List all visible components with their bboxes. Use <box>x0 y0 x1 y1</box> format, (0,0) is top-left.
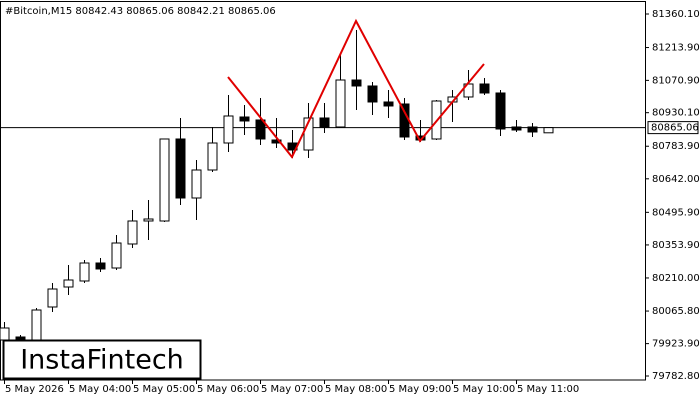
x-tick-label: 5 May 11:00 <box>517 384 579 395</box>
candle-body <box>79 262 90 282</box>
candle-body <box>303 117 314 151</box>
y-tick-label: 80210.00 <box>652 273 700 284</box>
y-tick-label: 80642.00 <box>652 174 700 185</box>
candle-body <box>95 262 106 270</box>
plot-frame <box>0 1 646 381</box>
candle-body <box>495 92 506 130</box>
x-tick-label: 5 May 08:00 <box>325 384 387 395</box>
y-tick-label: 80783.90 <box>652 141 700 152</box>
chart-title: #Bitcoin,M15 80842.43 80865.06 80842.21 … <box>5 6 276 17</box>
y-tick-label: 80930.10 <box>652 108 700 119</box>
candle-body <box>111 242 122 269</box>
candle-body <box>335 79 346 128</box>
candle-body <box>0 327 10 341</box>
y-tick-label: 79923.90 <box>652 339 700 350</box>
candle-body <box>127 220 138 245</box>
x-tick-label: 5 May 06:00 <box>197 384 259 395</box>
candle-body <box>319 117 330 128</box>
y-tick-label: 80495.90 <box>652 207 700 218</box>
candle-body <box>271 139 282 144</box>
candle-body <box>143 218 154 222</box>
x-tick-label: 5 May 05:00 <box>133 384 195 395</box>
logo: InstaFintech <box>20 345 184 376</box>
candle-body <box>223 115 234 144</box>
x-tick-label: 5 May 04:00 <box>69 384 131 395</box>
y-tick-label: 80353.90 <box>652 240 700 251</box>
candle-body <box>239 116 250 122</box>
candle-body <box>479 83 490 94</box>
x-tick-label: 5 May 07:00 <box>261 384 323 395</box>
candle-body <box>159 138 170 222</box>
candle-body <box>63 279 74 288</box>
candle-body <box>527 126 538 133</box>
candle-body <box>191 169 202 199</box>
candle-body <box>367 85 378 103</box>
y-tick-label: 81360.10 <box>652 9 700 20</box>
x-tick-label: 5 May 2026 <box>5 384 64 395</box>
current-price-box <box>647 121 699 135</box>
candle-body <box>47 288 58 308</box>
y-tick-label: 80065.80 <box>652 306 700 317</box>
candle-body <box>351 79 362 87</box>
x-tick-label: 5 May 10:00 <box>453 384 515 395</box>
candle-body <box>207 142 218 171</box>
candle-body <box>175 138 186 199</box>
y-tick-label: 81070.90 <box>652 75 700 86</box>
candle-body <box>383 101 394 107</box>
candle-body <box>255 119 266 140</box>
candle-body <box>399 103 410 138</box>
candle-body <box>511 126 522 131</box>
pattern-line <box>227 18 485 159</box>
y-tick-label: 81213.90 <box>652 43 700 54</box>
current-price-label: 80865.06 <box>651 123 699 134</box>
y-tick-label: 79782.80 <box>652 371 700 382</box>
candle-body <box>543 127 554 134</box>
logo-box <box>2 339 202 380</box>
x-tick-label: 5 May 09:00 <box>389 384 451 395</box>
